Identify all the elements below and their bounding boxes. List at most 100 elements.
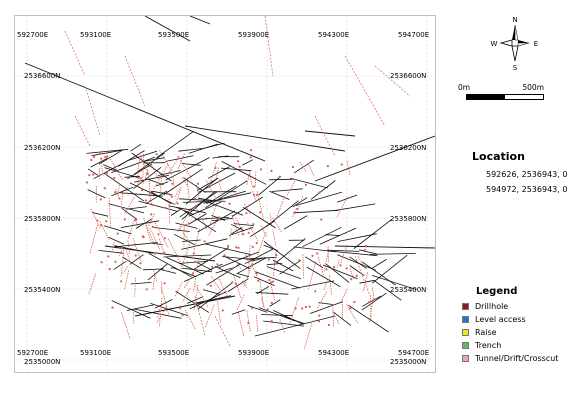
drillhole-collar [111,306,114,309]
drillhole-trace [153,270,158,282]
drillhole-collar [90,158,93,162]
drillhole-trace [148,172,151,193]
drillhole-trace [90,208,101,229]
drillhole-collar [278,175,281,178]
drillhole-trace [314,115,336,157]
drillhole-trace [148,213,155,227]
tunnel-line [188,201,222,217]
tunnel-line [126,304,154,311]
drillhole-collar [318,191,321,194]
south-label: S [513,64,518,72]
tunnel-line [256,285,270,295]
drillhole-collar [139,177,142,180]
drillhole-collar [270,281,273,284]
drillhole-collar [255,272,258,275]
drift-line [24,62,266,162]
drillhole-trace [120,193,124,206]
drillhole-collar [218,179,221,182]
drillhole-collar [238,165,241,168]
drillhole-collar [253,185,256,188]
tunnel-line [255,292,289,295]
bottom-easting-label: 593100E [80,349,112,357]
drillhole-trace [115,188,119,197]
tunnel-line [157,170,181,176]
drillhole-collar [257,279,260,282]
tunnel-line [293,246,337,253]
drillhole-collar [345,267,348,270]
tunnel-line [189,291,227,310]
drillhole-collar [241,233,244,236]
drillhole-swatch-icon [462,303,469,310]
drillhole-collar [149,192,152,195]
tunnel-line [203,192,252,204]
tunnel-line [292,197,308,208]
tunnel-line [295,191,343,206]
tunnel-line [273,260,294,272]
drillhole-collar [184,223,187,227]
tunnel-line [265,200,299,228]
drillhole-collar [170,195,173,198]
drillhole-trace [235,261,241,270]
drillhole-trace [237,312,245,337]
drillhole-trace [193,278,196,292]
tunnel-line [181,163,201,166]
drillhole-collar [171,182,174,185]
drillhole-collar [363,248,366,252]
tunnel-line [204,243,251,255]
drillhole-trace [317,256,325,277]
tunnel-line [266,266,302,280]
drillhole-collar [275,254,278,257]
drillhole-trace [145,224,155,245]
tunnel-line [126,150,158,162]
tunnel-line [319,227,357,245]
drillhole-trace [159,149,173,172]
tunnel-line [151,190,173,196]
drillhole-trace [249,170,253,188]
drillhole-trace [208,162,217,189]
drillhole-collar [259,168,263,171]
drillhole-collar [234,282,237,285]
tunnel-line [154,299,173,309]
tunnel-line [207,166,230,179]
drillhole-collar [364,244,368,248]
tunnel-line [233,223,254,226]
drillhole-trace [154,222,169,248]
tunnel-line [224,256,250,269]
tunnel-line [370,259,387,270]
drillhole-collar [181,314,184,317]
drillhole-collar [298,259,301,262]
drillhole-trace [246,173,250,186]
left-northing-label: 2536200N [24,144,61,152]
drillhole-collar [255,241,258,245]
legend-title: Legend [476,286,518,297]
tunnel-line [228,226,254,236]
drillhole-trace [245,254,250,264]
drillhole-collar [209,284,212,287]
tunnel-line [145,190,168,205]
drillhole-collar [145,172,149,175]
drillhole-trace [308,261,317,289]
tunnel-line [268,178,293,181]
tunnel-line [150,303,188,316]
right-northing-label: 2535400N [390,286,427,294]
location-row: 594972, 2536943, 0 [486,185,568,194]
tunnel-line [359,279,375,284]
drift-line [144,16,191,42]
drillhole-trace [218,180,225,200]
drift-line [254,315,336,337]
tunnel-line [194,295,232,304]
tunnel-line [178,261,208,264]
drillhole-trace [125,250,133,266]
tunnel-line [212,185,237,201]
drillhole-trace [260,225,267,236]
drillhole-trace [303,320,313,350]
tunnel-line [98,149,124,165]
drillhole-trace [136,158,141,174]
drillhole-collar [163,237,166,240]
right-northing-label: 2535800N [390,215,427,223]
tunnel-line [113,260,127,270]
drillhole-trace [127,220,135,239]
drillhole-collar [148,199,151,202]
tunnel-line [269,190,290,200]
drillhole-trace [177,155,191,177]
